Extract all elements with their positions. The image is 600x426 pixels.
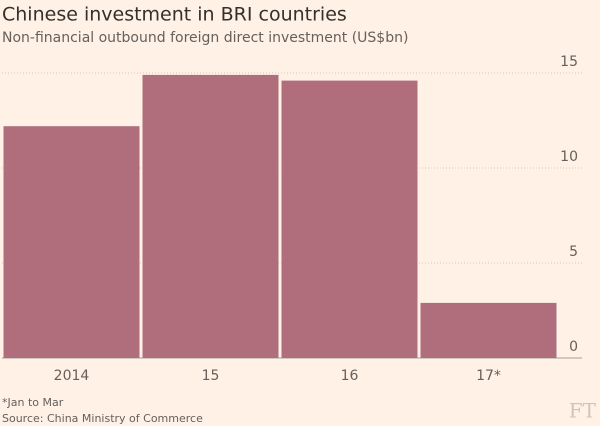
chart-subtitle: Non-financial outbound foreign direct in… bbox=[2, 30, 408, 46]
source: Source: China Ministry of Commerce bbox=[2, 412, 203, 425]
footnote: *Jan to Mar bbox=[2, 396, 64, 409]
logo: FT bbox=[569, 399, 597, 423]
y-tick-label: 10 bbox=[560, 149, 578, 165]
bar bbox=[281, 80, 418, 358]
y-tick-label: 15 bbox=[560, 54, 578, 70]
x-tick-label: 16 bbox=[341, 368, 359, 384]
x-tick-label: 2014 bbox=[54, 368, 90, 384]
chart-title: Chinese investment in BRI countries bbox=[2, 4, 347, 26]
x-tick-label: 17* bbox=[476, 368, 501, 384]
y-tick-label: 5 bbox=[569, 244, 578, 260]
bar bbox=[142, 74, 279, 359]
x-tick-label: 15 bbox=[202, 368, 220, 384]
bar bbox=[3, 126, 140, 358]
bar bbox=[420, 302, 557, 358]
y-tick-label: 0 bbox=[569, 339, 578, 355]
